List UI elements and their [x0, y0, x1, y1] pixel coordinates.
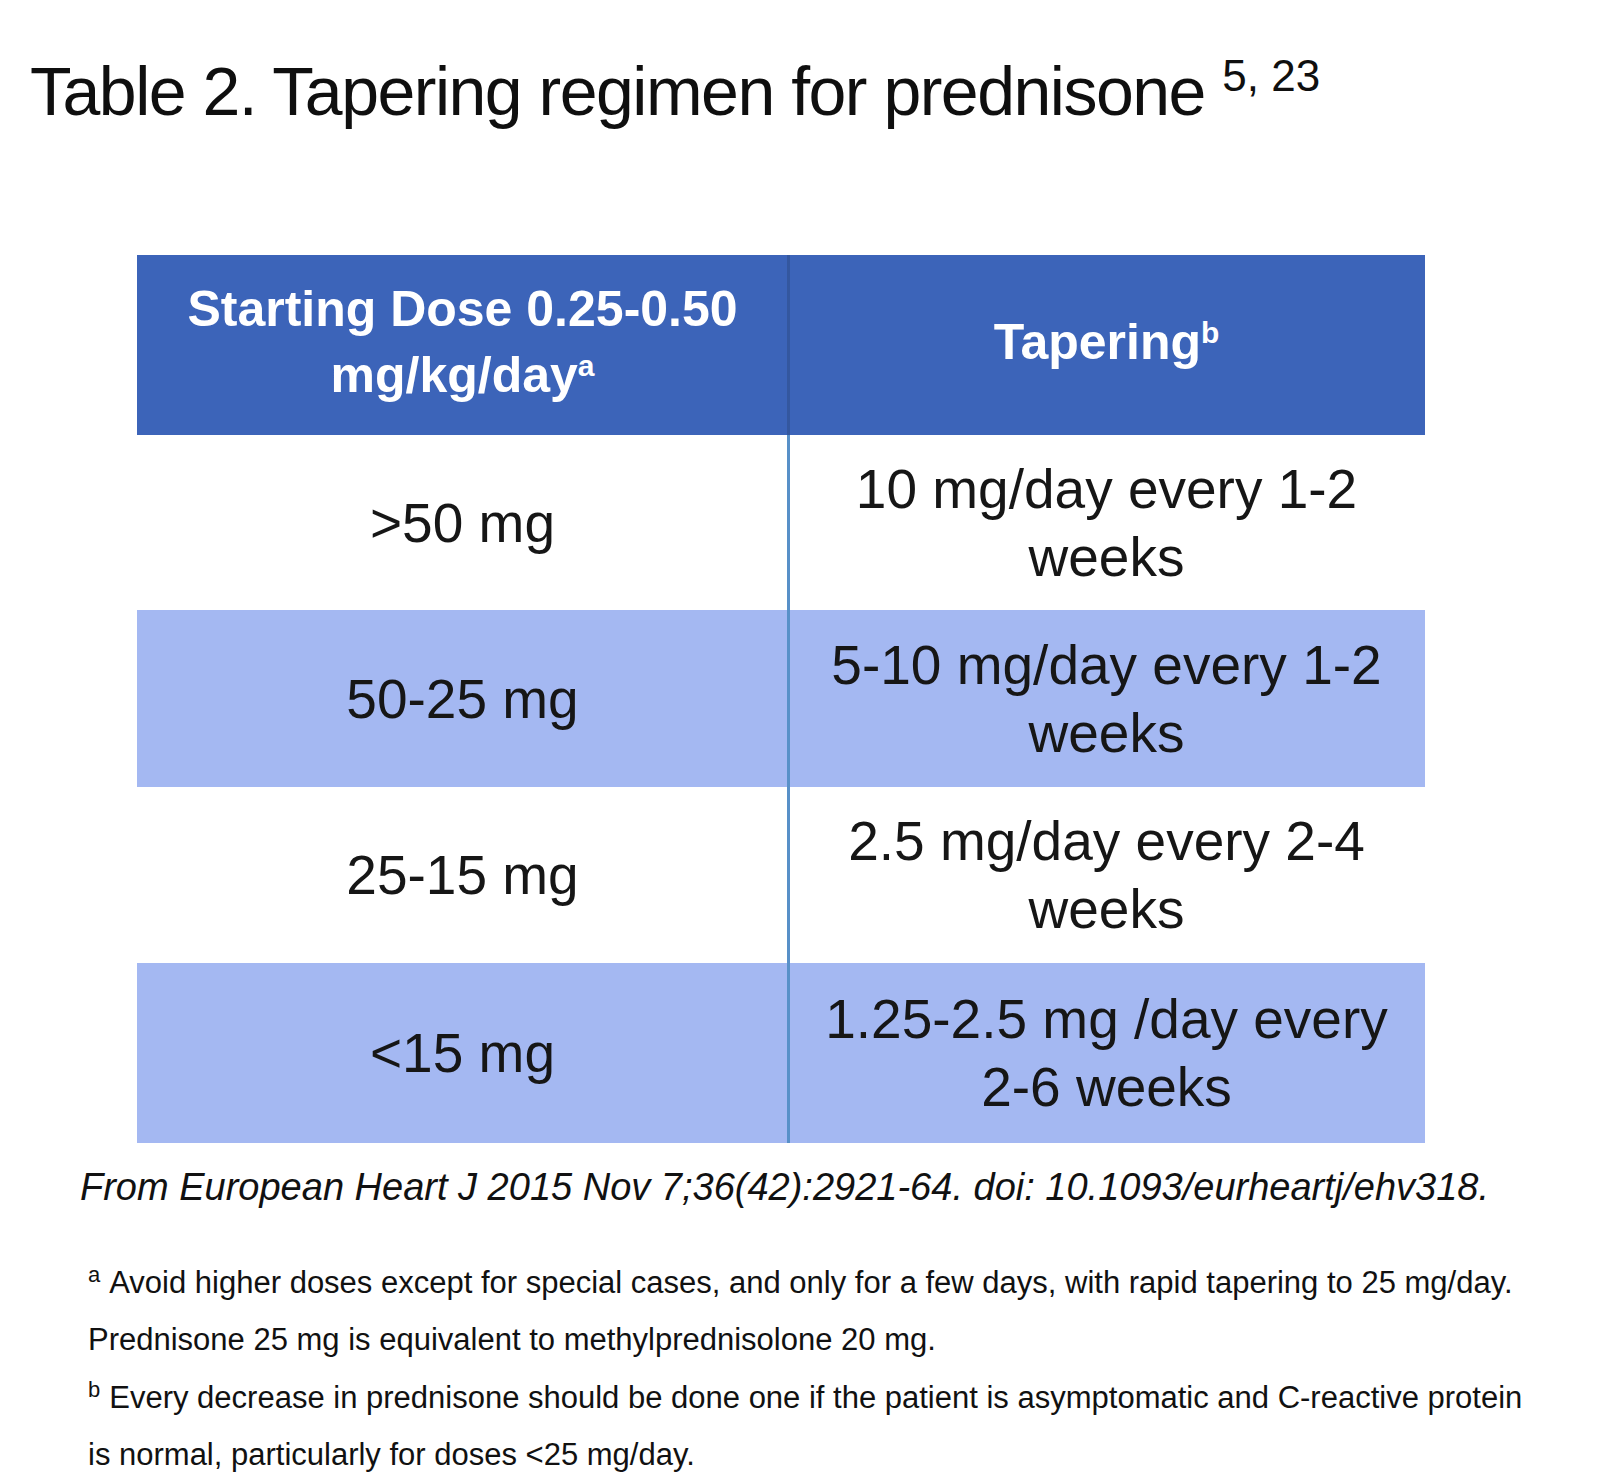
header-cell-tapering: Taperingb	[788, 255, 1425, 435]
header-cell-starting-dose: Starting Dose 0.25-0.50 mg/kg/daya	[137, 255, 788, 435]
page-title-text: Table 2. Tapering regimen for prednisone	[30, 53, 1205, 129]
table-row: 50-25 mg 5-10 mg/day every 1-2 weeks	[137, 610, 1425, 787]
table-row: 25-15 mg 2.5 mg/day every 2-4 weeks	[137, 787, 1425, 963]
footnote-a-line2: Prednisone 25 mg is equivalent to methyl…	[88, 1313, 1513, 1367]
document-page: Table 2. Tapering regimen for prednisone…	[0, 0, 1605, 1484]
column-divider-body-segment	[787, 435, 790, 1143]
header-starting-dose-line1: Starting Dose 0.25-0.50	[187, 276, 737, 342]
footnote-b: b Every decrease in prednisone should be …	[88, 1371, 1522, 1482]
tapering-table: Starting Dose 0.25-0.50 mg/kg/daya Taper…	[137, 255, 1425, 1143]
footnote-a-marker: a	[88, 1262, 100, 1287]
dose-cell: <15 mg	[137, 963, 788, 1143]
footnote-a-line1: Avoid higher doses except for special ca…	[109, 1265, 1512, 1300]
footnote-b-line2: is normal, particularly for doses <25 mg…	[88, 1428, 1522, 1482]
tapering-cell: 2.5 mg/day every 2-4 weeks	[788, 787, 1425, 963]
header-starting-dose-line2: mg/kg/daya	[331, 342, 595, 415]
header-footnote-a-marker: a	[578, 349, 595, 382]
page-title: Table 2. Tapering regimen for prednisone…	[30, 52, 1320, 130]
tapering-cell: 5-10 mg/day every 1-2 weeks	[788, 610, 1425, 787]
tapering-cell: 10 mg/day every 1-2 weeks	[788, 435, 1425, 610]
table-header-row: Starting Dose 0.25-0.50 mg/kg/daya Taper…	[137, 255, 1425, 435]
dose-cell: 25-15 mg	[137, 787, 788, 963]
table-row: <15 mg 1.25-2.5 mg /day every 2-6 weeks	[137, 963, 1425, 1143]
dose-cell: >50 mg	[137, 435, 788, 610]
citation-text: From European Heart J 2015 Nov 7;36(42):…	[80, 1166, 1489, 1209]
header-tapering-label: Taperingb	[994, 309, 1220, 382]
footnote-a: a Avoid higher doses except for special c…	[88, 1256, 1513, 1367]
dose-cell: 50-25 mg	[137, 610, 788, 787]
footnote-b-line1: Every decrease in prednisone should be d…	[109, 1380, 1522, 1415]
page-title-superscript: 5, 23	[1222, 51, 1320, 100]
table-row: >50 mg 10 mg/day every 1-2 weeks	[137, 435, 1425, 610]
column-divider-header-segment	[787, 255, 790, 435]
footnote-b-marker: b	[88, 1377, 100, 1402]
header-footnote-b-marker: b	[1201, 316, 1219, 349]
tapering-cell: 1.25-2.5 mg /day every 2-6 weeks	[788, 963, 1425, 1143]
